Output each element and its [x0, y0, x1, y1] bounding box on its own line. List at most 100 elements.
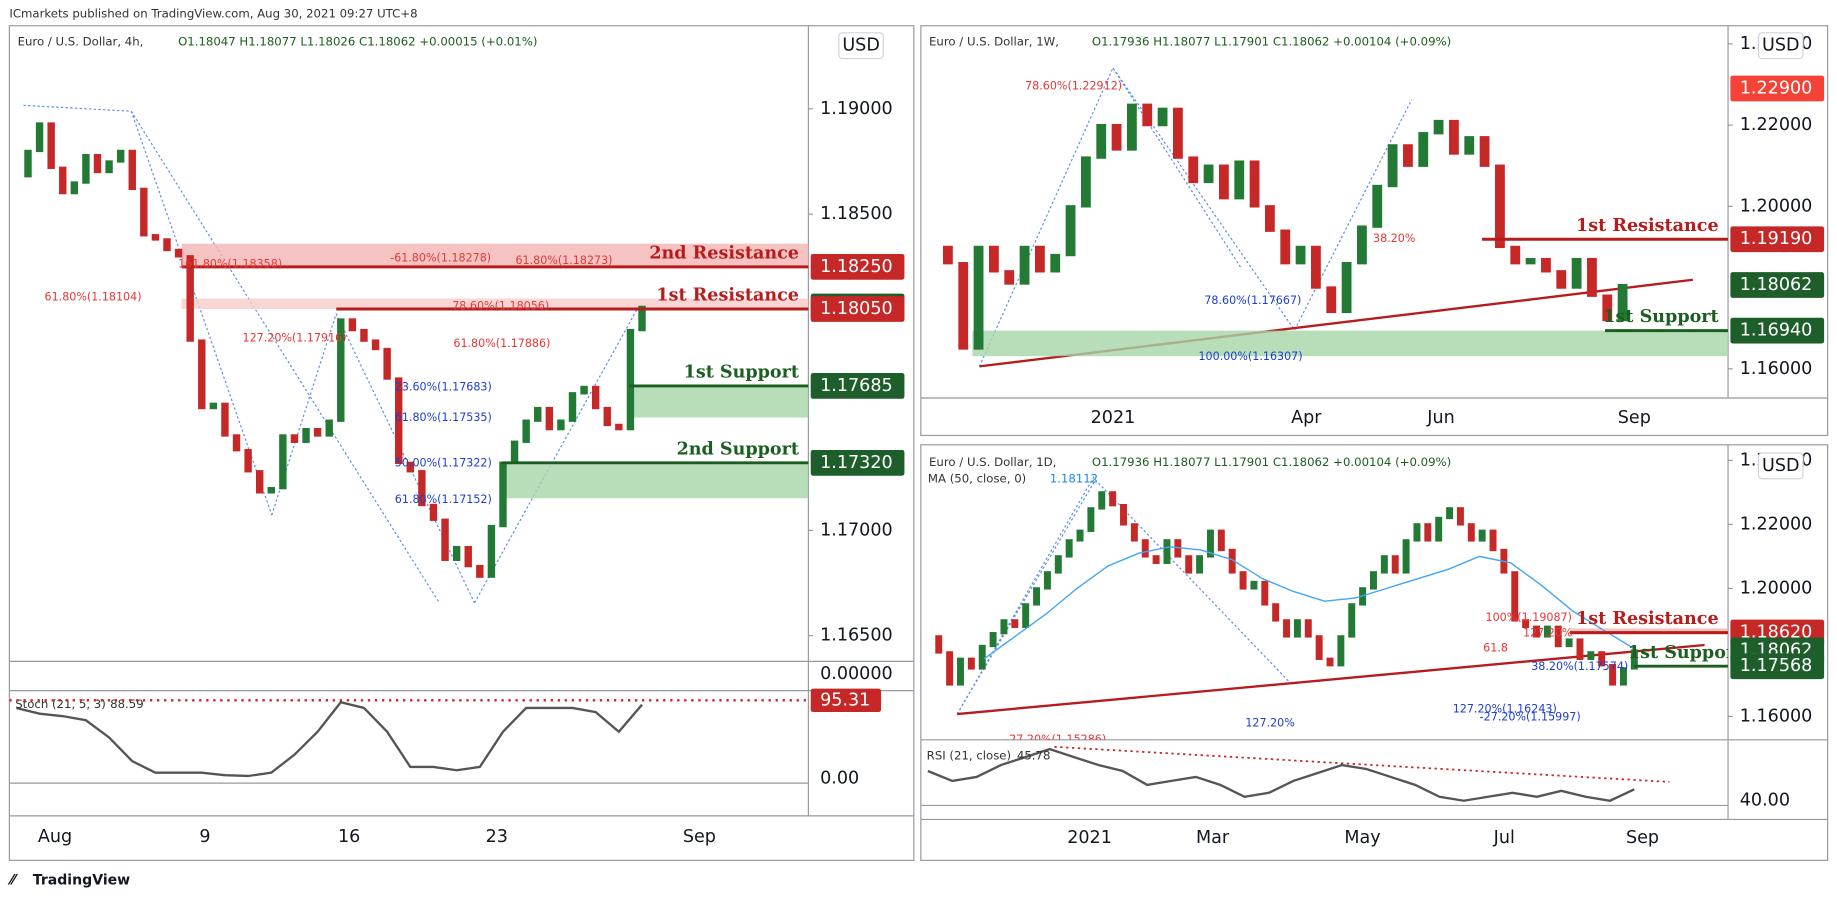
y-tick-label: 1.16000	[1740, 706, 1813, 726]
candle	[946, 651, 954, 686]
candle	[580, 385, 588, 395]
level-label: 2nd Support	[677, 439, 800, 459]
indicator-tag	[810, 688, 882, 713]
candle	[313, 427, 322, 437]
fib-label: 50.00%(1.17322)	[395, 457, 492, 470]
candle	[487, 524, 496, 578]
candle	[557, 419, 565, 431]
candle	[279, 434, 287, 490]
candle	[1315, 635, 1323, 660]
candle	[1043, 571, 1051, 590]
level-label: 1st Support	[1603, 307, 1719, 327]
candle	[128, 149, 136, 191]
price-tag-label: 1.18062	[1740, 275, 1813, 295]
footer-brand: TradingView	[33, 872, 130, 888]
candle	[1080, 156, 1091, 208]
candle	[1556, 270, 1567, 289]
indicator-line	[927, 747, 1635, 802]
x-tick-label: Aug	[38, 827, 72, 847]
candle	[1326, 286, 1337, 314]
candle	[59, 166, 67, 195]
candle	[1495, 164, 1505, 249]
candle	[452, 545, 461, 561]
candle	[406, 461, 415, 473]
candle	[1272, 603, 1280, 622]
fib-label: 127.20%(1.16243)	[1453, 702, 1557, 715]
candle	[1541, 257, 1551, 273]
candle	[174, 248, 183, 258]
candle	[360, 328, 368, 342]
candle	[1234, 160, 1245, 200]
candle	[1087, 507, 1095, 532]
level-label: 1st Resistance	[656, 286, 799, 306]
candle	[24, 149, 32, 178]
x-tick-label: 23	[486, 827, 508, 847]
zone	[501, 462, 809, 499]
candle	[1174, 539, 1182, 558]
candle	[116, 149, 125, 163]
candle	[232, 434, 241, 452]
candle	[1076, 529, 1084, 542]
candle	[1126, 103, 1137, 151]
x-tick-label: Sep	[683, 827, 716, 847]
candle	[1283, 619, 1291, 638]
currency: USD	[842, 36, 880, 56]
candle	[1609, 664, 1617, 686]
price-tag	[810, 449, 905, 476]
price-tag	[1730, 317, 1825, 344]
price-tag	[810, 373, 905, 399]
candle	[1203, 164, 1214, 184]
fib-label: 61.80%(1.17886)	[453, 337, 550, 350]
candle	[942, 245, 953, 265]
candle	[1033, 587, 1041, 606]
candle	[510, 440, 519, 465]
candle	[1249, 160, 1260, 208]
candle	[1449, 119, 1459, 155]
price-tag	[1730, 653, 1825, 680]
indicator-name: RSI (21, close)	[927, 749, 1011, 763]
candle	[464, 545, 472, 568]
candle	[1142, 103, 1153, 127]
candle	[1157, 107, 1168, 127]
candle	[1533, 625, 1540, 638]
candle	[615, 423, 623, 431]
fib-label: 38.20%	[1373, 232, 1415, 245]
candle	[1152, 555, 1160, 564]
frames	[8, 25, 1829, 861]
candle	[1326, 657, 1334, 667]
currency: USD	[1762, 456, 1800, 476]
ma-name: MA (50, close, 0)	[928, 471, 1026, 485]
candle	[1464, 136, 1475, 155]
price-tag-label: 1.17568	[1740, 656, 1813, 676]
fib-label: 127.20%(1.17916)	[243, 331, 347, 344]
x-tick-label: Sep	[1626, 828, 1659, 848]
candle	[1478, 529, 1486, 542]
candle	[1239, 571, 1247, 590]
candle	[325, 419, 333, 437]
candle	[1619, 667, 1627, 686]
candle	[1554, 625, 1562, 648]
panel-frame	[8, 25, 915, 861]
candle	[499, 461, 507, 528]
y-tick-label: 1.22000	[1740, 115, 1813, 135]
candle	[958, 262, 969, 350]
x-tick-label: 2021	[1091, 408, 1136, 428]
level-label: 1st Resistance	[1576, 216, 1719, 236]
fib-label: -27.20%(1.15286)	[1005, 733, 1106, 746]
candle	[591, 385, 600, 410]
candle	[1004, 270, 1015, 285]
candle	[1565, 638, 1573, 648]
candle	[1348, 603, 1356, 638]
candle	[973, 245, 984, 350]
zone	[181, 298, 809, 310]
candle	[1206, 529, 1214, 558]
candle	[1391, 555, 1399, 574]
fib-label: 61.80%(1.17152)	[395, 493, 492, 506]
candle	[1372, 184, 1383, 228]
y-tick-label: 1.19000	[820, 99, 893, 119]
y-tick-label: 0.00	[820, 768, 859, 788]
candle	[1413, 523, 1421, 542]
zone	[181, 243, 809, 267]
candle	[1380, 555, 1388, 574]
